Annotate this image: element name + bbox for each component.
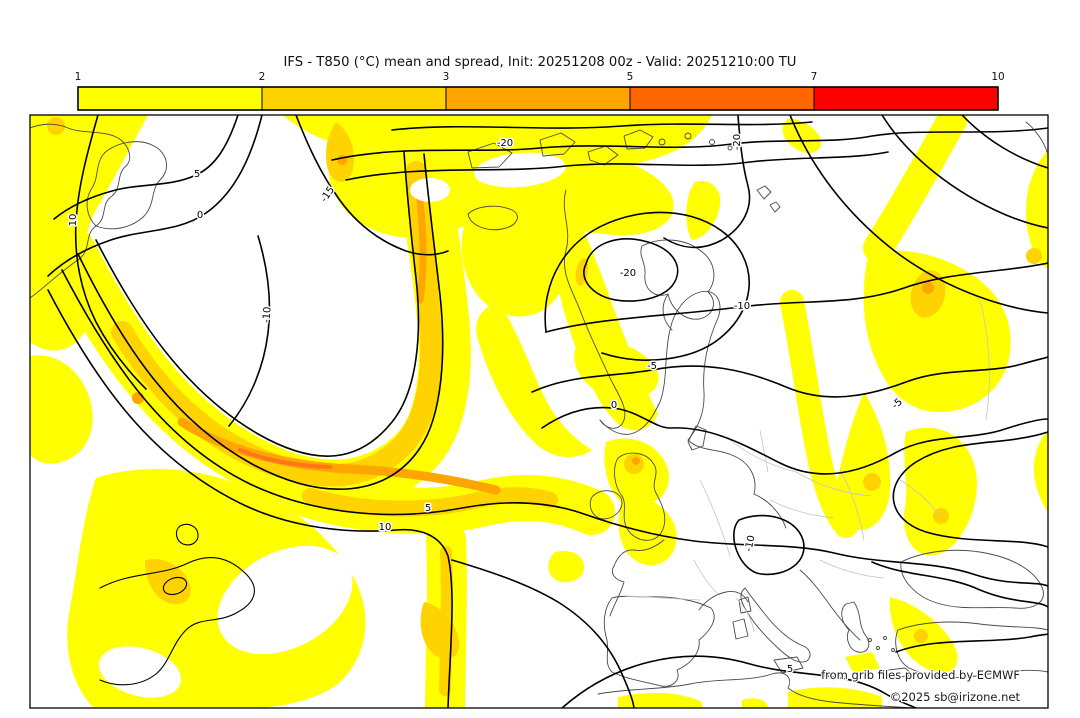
country-borders bbox=[625, 299, 990, 633]
contour-low-outer bbox=[544, 211, 750, 361]
map-canvas: 5 0 10 -15 -20 -20 -20 -10 -5 0 5 10 -10… bbox=[30, 115, 1073, 708]
colorbar-segment-4 bbox=[629, 86, 815, 111]
colorbar-frame bbox=[77, 86, 999, 111]
coastline-britain bbox=[614, 452, 666, 541]
contour-low-closed bbox=[583, 238, 679, 302]
contour-north-vert bbox=[663, 115, 751, 249]
contour-plus10 bbox=[47, 289, 453, 708]
contour-nw-5 bbox=[228, 235, 271, 427]
coastline-ireland bbox=[589, 490, 623, 520]
contour-zero bbox=[541, 406, 1048, 475]
contour-nw-2 bbox=[47, 115, 263, 277]
contour-se-1 bbox=[892, 431, 1048, 548]
contour-label: -20 bbox=[620, 268, 636, 279]
map-frame bbox=[29, 114, 1049, 709]
coastline-balkans bbox=[799, 569, 861, 641]
contour-label: -20 bbox=[497, 138, 513, 149]
coastline-novaya-zemlya bbox=[1025, 121, 1048, 153]
contour-label: -10 bbox=[734, 301, 750, 312]
colorbar-tick: 5 bbox=[627, 71, 634, 83]
mean-contours bbox=[47, 115, 1048, 708]
contour-nw-3 bbox=[74, 115, 147, 390]
contour-label: -15 bbox=[1058, 240, 1073, 259]
colorbar-tick: 7 bbox=[811, 71, 818, 83]
contour-label: 10 bbox=[379, 522, 392, 533]
spread-colorbar: 1 2 3 5 7 10 bbox=[75, 71, 1005, 111]
contour-label: 0 bbox=[611, 400, 617, 411]
contour-plus5 bbox=[61, 269, 1048, 587]
contour-north-1 bbox=[331, 127, 1048, 161]
contour-minus10 bbox=[545, 262, 1048, 333]
spread-gaps bbox=[98, 152, 566, 698]
coastline-iberia bbox=[603, 595, 715, 687]
coastline-greenland bbox=[30, 123, 131, 299]
coastline-france-med bbox=[698, 591, 749, 611]
coastline-greenland-inner bbox=[86, 141, 167, 230]
contour-band-mid bbox=[77, 153, 444, 490]
contour-label: -10 bbox=[743, 534, 757, 552]
contour-label: 5 bbox=[787, 664, 793, 675]
colorbar-tick: 10 bbox=[991, 71, 1004, 83]
coastline-svalbard bbox=[467, 129, 654, 169]
contour-label: -5 bbox=[647, 361, 657, 372]
contour-se-3 bbox=[895, 633, 1048, 653]
contour-alps-closed bbox=[733, 514, 805, 576]
contour-minus5 bbox=[531, 356, 1048, 398]
coastline-sardinia bbox=[732, 618, 749, 640]
coastline-north-africa bbox=[597, 672, 922, 708]
contour-nw-1 bbox=[53, 115, 239, 220]
coastline-crete bbox=[879, 667, 914, 680]
coastline-arctic-islands bbox=[756, 185, 781, 213]
colorbar-segment-3 bbox=[445, 86, 631, 111]
contour-north-3 bbox=[391, 121, 813, 131]
coastline-baltic bbox=[753, 493, 787, 529]
coastline-corsica bbox=[738, 596, 752, 614]
coastline-scandinavia bbox=[599, 290, 756, 495]
contour-nw-4 bbox=[295, 115, 449, 256]
colorbar-tick: 1 bbox=[75, 71, 82, 83]
colorbar-tick: 3 bbox=[443, 71, 450, 83]
contour-med bbox=[561, 655, 917, 708]
contour-label: 10 bbox=[68, 214, 79, 227]
contour-plus10-spain bbox=[451, 559, 635, 708]
coastline-kola bbox=[640, 239, 715, 320]
contour-label: 5 bbox=[194, 169, 200, 180]
coastline-white-sea bbox=[662, 293, 673, 331]
colorbar-segment-5 bbox=[813, 86, 999, 111]
contour-label: -10 bbox=[261, 306, 273, 323]
chart-title: IFS - T850 (°C) mean and spread, Init: 2… bbox=[284, 55, 797, 70]
contour-label: -20 bbox=[732, 134, 743, 150]
colorbar-tick: 2 bbox=[259, 71, 266, 83]
contour-meander-sw bbox=[99, 557, 255, 686]
contour-ne-2 bbox=[881, 115, 1048, 229]
coastline-france bbox=[609, 539, 665, 617]
credits-source: from grib files provided by ECMWF bbox=[821, 668, 1020, 682]
coastline-norway bbox=[563, 189, 626, 429]
coastline-iceland bbox=[467, 205, 518, 231]
contour-label: 5 bbox=[425, 503, 431, 514]
contour-small-loop bbox=[175, 523, 199, 546]
coastline-black-sea bbox=[900, 549, 1044, 609]
contour-north-2 bbox=[345, 151, 889, 181]
colorbar-segment-1 bbox=[77, 86, 263, 111]
contour-label: 0 bbox=[197, 210, 203, 221]
contour-se-2 bbox=[871, 561, 1048, 608]
colorbar-segment-2 bbox=[261, 86, 447, 111]
contour-band-inner bbox=[95, 151, 420, 457]
coastline-greece bbox=[841, 601, 870, 653]
coastline-sicily bbox=[773, 656, 804, 674]
coastlines bbox=[30, 121, 1048, 708]
contour-ne-1 bbox=[789, 115, 1048, 314]
credits-copyright: ©2025 sb@irizone.net bbox=[890, 690, 1021, 704]
contour-ne-3 bbox=[961, 115, 1048, 169]
